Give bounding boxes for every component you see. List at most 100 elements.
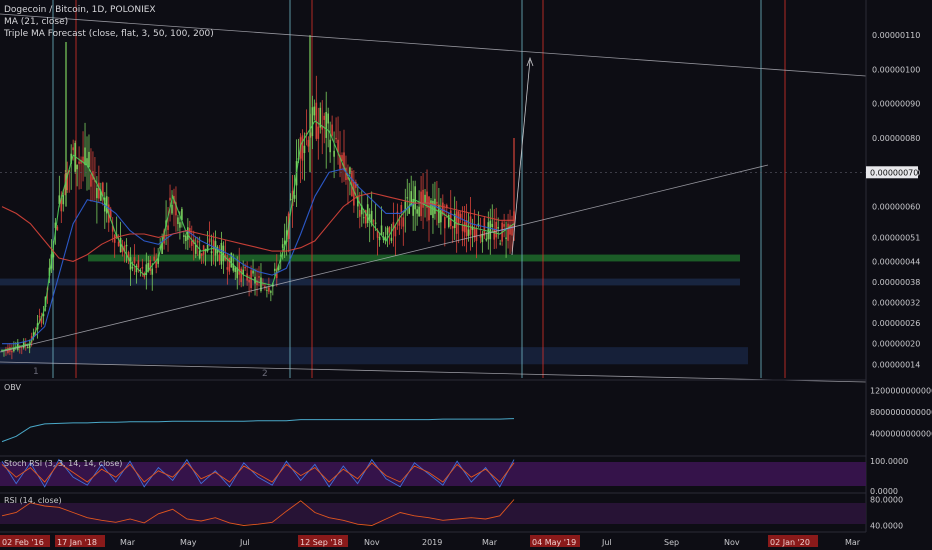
- candle-body: [66, 172, 69, 191]
- trendline-2: [0, 164, 769, 353]
- last-price-badge: [866, 166, 918, 179]
- candle-body: [260, 277, 262, 292]
- candle-body: [392, 222, 395, 229]
- time-tick-highlight: [55, 535, 105, 547]
- candle-body: [386, 227, 389, 235]
- time-tick-label: Mar: [845, 538, 861, 547]
- candle-body: [307, 139, 310, 147]
- candle-body: [167, 225, 169, 230]
- price-axis-layer: 0.00000110 0.00000100 0.00000090 0.00000080…: [866, 31, 920, 369]
- support-zone-3: [0, 347, 748, 365]
- zone-layer: [0, 254, 748, 365]
- candle-body: [281, 244, 284, 248]
- candle-body: [499, 243, 501, 245]
- ma-line-1: [1, 120, 515, 352]
- candle-body: [159, 246, 161, 249]
- candle-body: [13, 348, 15, 352]
- candle-body: [420, 191, 422, 217]
- time-tick-label: Jul: [601, 538, 612, 547]
- candle-body: [408, 205, 411, 214]
- time-tick-label: Nov: [364, 538, 380, 547]
- candle-body: [80, 159, 82, 164]
- candle-body: [418, 206, 420, 217]
- candle-body: [60, 198, 63, 212]
- candle-body: [230, 252, 233, 268]
- candle-body: [509, 224, 511, 235]
- obv-tick-label: 12000000000000.0000: [870, 387, 932, 396]
- time-tick-label: Jul: [239, 538, 250, 547]
- candle-body: [485, 238, 488, 241]
- candle-body: [242, 269, 244, 275]
- candle-body: [406, 197, 409, 199]
- candle-body: [222, 245, 225, 262]
- candle-body: [412, 198, 414, 216]
- price-tick-label: 0.00000110: [872, 31, 920, 40]
- candle-body: [70, 153, 72, 164]
- moving-averages-layer: [1, 120, 515, 352]
- candle-body: [360, 205, 363, 215]
- time-tick-label: 02 Feb '16: [2, 538, 44, 547]
- candle-body: [303, 145, 306, 154]
- candle-body: [200, 253, 203, 256]
- candle-body: [277, 265, 280, 271]
- candle-body: [426, 191, 428, 208]
- candle-body: [252, 270, 254, 274]
- candle-body: [196, 240, 199, 243]
- candle-body: [20, 347, 23, 348]
- candle-body: [445, 205, 448, 208]
- price-tick-label: 0.00000044: [872, 257, 920, 266]
- candle-body: [347, 176, 349, 180]
- candle-body: [451, 226, 454, 229]
- cycle-marker-1: 1: [33, 367, 39, 377]
- candle-body: [149, 260, 152, 272]
- price-tick-label: 0.00000051: [872, 233, 920, 242]
- candle-body: [179, 222, 181, 228]
- candle-body: [137, 260, 140, 268]
- candle-body: [183, 235, 185, 237]
- projection-arrowhead: [526, 56, 534, 67]
- candle-body: [449, 210, 452, 227]
- candle-body: [123, 245, 126, 252]
- candle-body: [305, 133, 308, 135]
- candle-body: [86, 158, 88, 166]
- candle-body: [455, 211, 458, 234]
- candle-body: [335, 137, 337, 140]
- rsi-tick-label: 80.0000: [870, 496, 903, 505]
- time-tick-highlight: [530, 535, 580, 547]
- candle-body: [135, 265, 138, 273]
- candle-body: [206, 245, 209, 252]
- rsi-band: [0, 503, 866, 524]
- candle-body: [453, 213, 456, 229]
- candle-body: [353, 181, 355, 206]
- candle-body: [293, 195, 296, 199]
- candle-body: [113, 235, 116, 243]
- candle-body: [362, 217, 365, 219]
- price-tick-label: 0.00000020: [872, 340, 920, 349]
- candle-body: [187, 227, 189, 240]
- rsi-title: RSI (14, close): [4, 496, 62, 505]
- candle-body: [440, 210, 442, 223]
- candle-body: [181, 208, 183, 220]
- candle-body: [311, 107, 314, 137]
- stoch-tick-label: 100.0000: [870, 457, 908, 466]
- candle-body: [489, 220, 492, 240]
- candle-body: [157, 257, 159, 264]
- price-tick-label: 0.00000080: [872, 134, 920, 143]
- ma-legend: MA (21, close): [4, 17, 69, 27]
- candle-body: [274, 268, 276, 271]
- candle-body: [238, 261, 241, 275]
- candle-body: [147, 263, 150, 272]
- trendline-1: [0, 13, 867, 77]
- time-tick-label: May: [180, 538, 197, 547]
- candle-body: [244, 266, 246, 269]
- legend-header: Dogecoin / Bitcoin, 1D, POLONIEX MA (21,…: [4, 4, 214, 40]
- candle-body: [177, 217, 179, 225]
- candle-body: [121, 246, 124, 253]
- candle-body: [105, 196, 108, 214]
- candle-body: [442, 202, 444, 215]
- candle-body: [234, 267, 237, 272]
- candle-body: [198, 250, 201, 259]
- forecast-legend: Triple MA Forecast (close, flat, 3, 50, …: [4, 29, 214, 39]
- candle-body: [262, 283, 264, 285]
- candle-body: [228, 257, 231, 272]
